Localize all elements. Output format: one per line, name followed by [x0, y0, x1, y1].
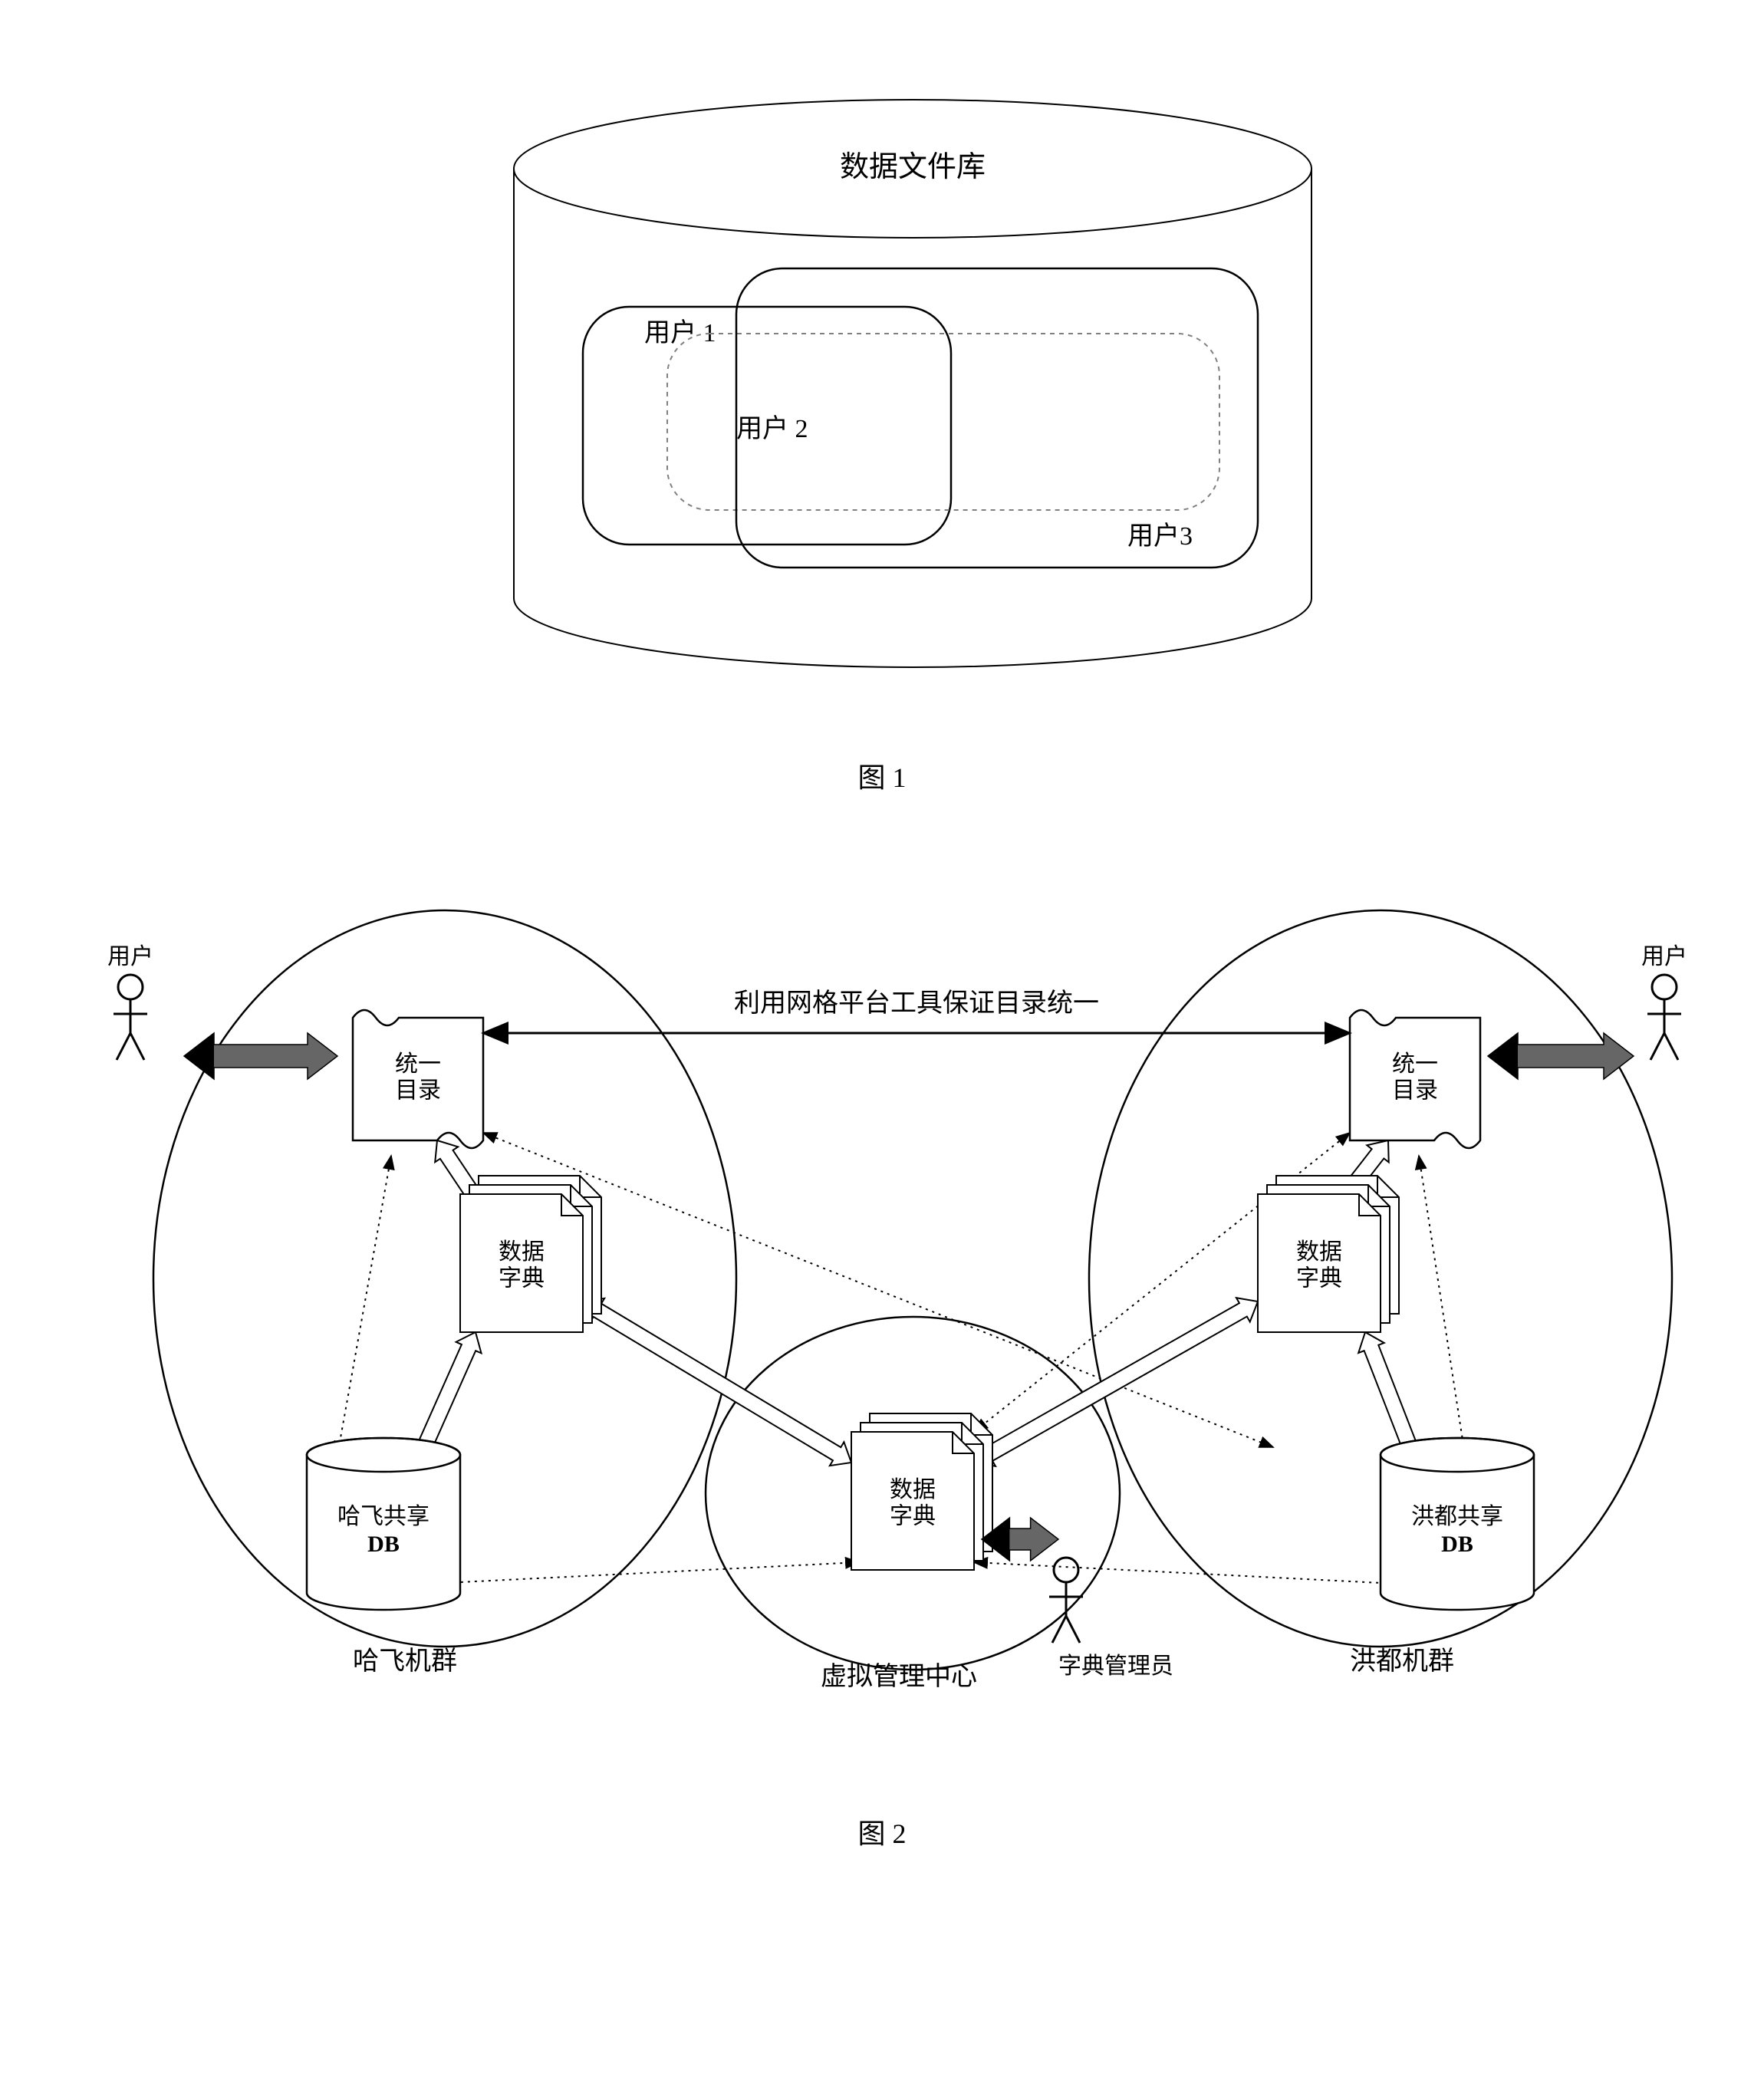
svg-text:哈飞机群: 哈飞机群 [353, 1647, 457, 1676]
svg-text:数据: 数据 [890, 1477, 936, 1502]
svg-text:用户: 用户 [107, 944, 153, 969]
svg-text:哈飞共享: 哈飞共享 [337, 1504, 429, 1529]
svg-text:虚拟管理中心: 虚拟管理中心 [821, 1662, 977, 1691]
svg-text:DB: DB [367, 1532, 400, 1557]
svg-text:DB: DB [1441, 1532, 1473, 1557]
figure-2-container: 哈飞机群洪都机群虚拟管理中心统一目录统一目录数据字典数据字典数据字典哈飞共享DB… [31, 857, 1733, 1851]
svg-text:字典管理员: 字典管理员 [1058, 1654, 1173, 1679]
svg-text:用户3: 用户3 [1127, 522, 1193, 551]
svg-text:目录: 目录 [395, 1078, 441, 1104]
figure-1-container: 数据文件库用户 1 用户 2 用户3 图 1 [31, 31, 1733, 795]
svg-text:用户: 用户 [1641, 944, 1687, 969]
svg-text:洪都共享: 洪都共享 [1411, 1504, 1503, 1529]
figure-1-caption: 图 1 [31, 755, 1733, 795]
figure-2-svg: 哈飞机群洪都机群虚拟管理中心统一目录统一目录数据字典数据字典数据字典哈飞共享DB… [31, 857, 1764, 1777]
figure-2-caption: 图 2 [31, 1812, 1733, 1851]
svg-text:字典: 字典 [890, 1504, 936, 1529]
svg-text:统一: 统一 [1392, 1051, 1438, 1077]
svg-text:洪都机群: 洪都机群 [1350, 1647, 1454, 1676]
svg-text:数据: 数据 [499, 1239, 545, 1265]
svg-text:用户 2: 用户 2 [736, 414, 808, 443]
svg-text:用户 1: 用户 1 [644, 318, 716, 347]
svg-text:统一: 统一 [395, 1051, 441, 1077]
svg-text:利用网格平台工具保证目录统一: 利用网格平台工具保证目录统一 [734, 989, 1099, 1018]
svg-text:字典: 字典 [499, 1266, 545, 1292]
svg-text:字典: 字典 [1296, 1266, 1342, 1292]
svg-text:数据文件库: 数据文件库 [840, 151, 986, 183]
svg-text:目录: 目录 [1392, 1078, 1438, 1104]
svg-text:数据: 数据 [1296, 1239, 1342, 1265]
figure-1-svg: 数据文件库用户 1 用户 2 用户3 [31, 31, 1764, 721]
